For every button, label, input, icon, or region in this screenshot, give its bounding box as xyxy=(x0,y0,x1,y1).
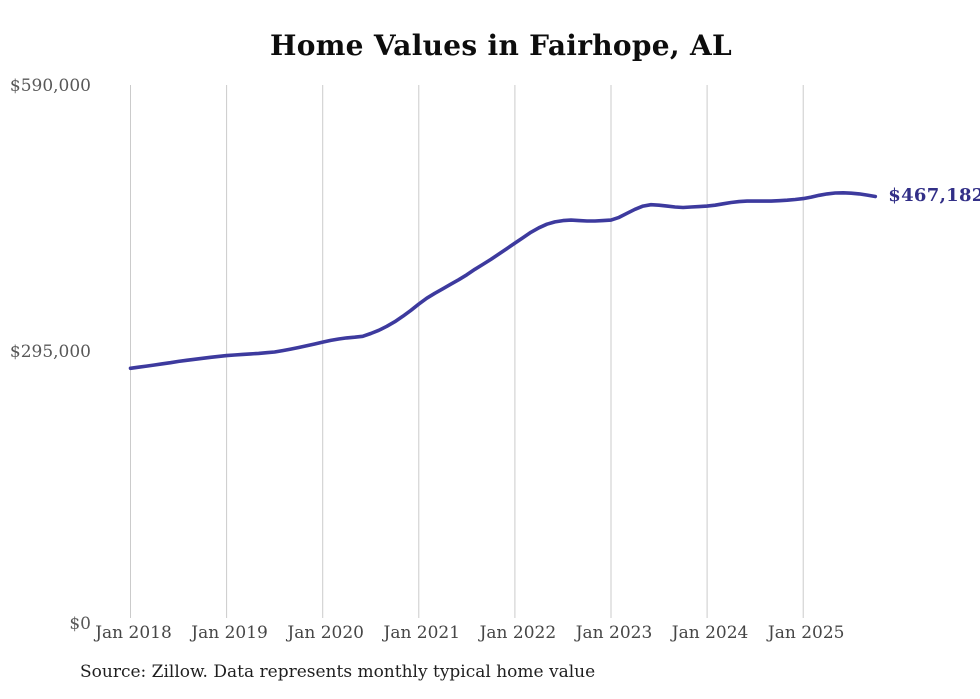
end-value-label: $467,182 xyxy=(888,185,980,207)
x-tick-label: Jan 2018 xyxy=(95,623,172,643)
x-tick-label: Jan 2025 xyxy=(767,623,845,643)
x-tick-label: Jan 2020 xyxy=(287,623,364,643)
x-tick-label: Jan 2023 xyxy=(575,623,653,643)
chart-title: Home Values in Fairhope, AL xyxy=(270,29,732,62)
y-tick-label: $0 xyxy=(69,613,91,634)
gridlines xyxy=(130,85,804,618)
y-tick-label: $590,000 xyxy=(9,75,91,96)
source-note: Source: Zillow. Data represents monthly … xyxy=(80,662,596,682)
x-tick-label: Jan 2024 xyxy=(671,623,749,643)
x-tick-label: Jan 2021 xyxy=(383,623,461,643)
x-tick-label: Jan 2022 xyxy=(479,623,557,643)
home-value-line xyxy=(128,191,878,371)
x-tick-label: Jan 2019 xyxy=(191,623,268,643)
y-tick-label: $295,000 xyxy=(9,342,91,362)
